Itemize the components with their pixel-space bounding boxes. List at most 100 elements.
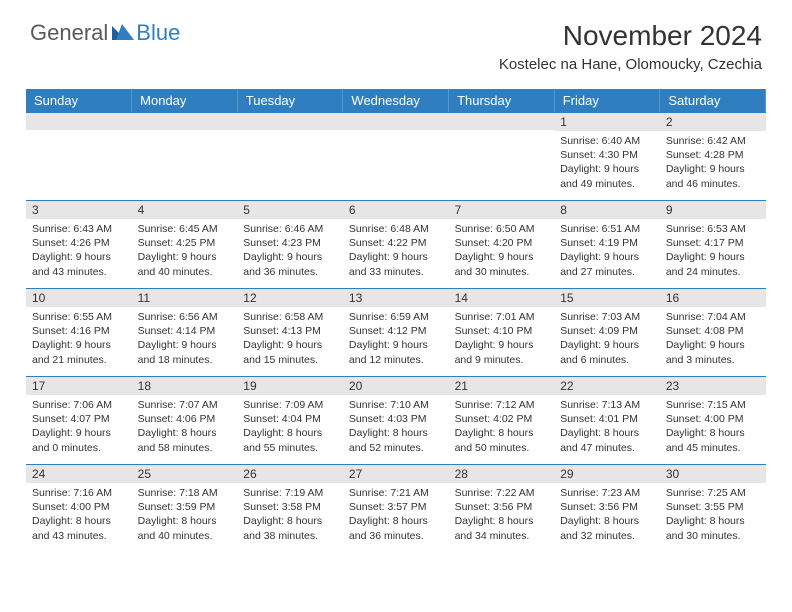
- calendar-day-cell: 28Sunrise: 7:22 AMSunset: 3:56 PMDayligh…: [449, 464, 555, 552]
- daylight-text: Daylight: 9 hours and 21 minutes.: [32, 338, 126, 366]
- day-detail: Sunrise: 6:58 AMSunset: 4:13 PMDaylight:…: [237, 307, 343, 371]
- daylight-text: Daylight: 9 hours and 46 minutes.: [666, 162, 760, 190]
- sunrise-text: Sunrise: 7:22 AM: [455, 486, 549, 500]
- sunset-text: Sunset: 3:56 PM: [560, 500, 654, 514]
- calendar-day-cell: 24Sunrise: 7:16 AMSunset: 4:00 PMDayligh…: [26, 464, 132, 552]
- sunrise-text: Sunrise: 6:48 AM: [349, 222, 443, 236]
- sunset-text: Sunset: 4:07 PM: [32, 412, 126, 426]
- sunset-text: Sunset: 3:57 PM: [349, 500, 443, 514]
- sunrise-text: Sunrise: 7:09 AM: [243, 398, 337, 412]
- day-detail: Sunrise: 7:03 AMSunset: 4:09 PMDaylight:…: [554, 307, 660, 371]
- calendar-day-cell: [237, 112, 343, 200]
- daylight-text: Daylight: 8 hours and 38 minutes.: [243, 514, 337, 542]
- day-number: 27: [343, 464, 449, 483]
- brand-logo: General Blue: [30, 20, 180, 46]
- day-number: 4: [132, 200, 238, 219]
- sunrise-text: Sunrise: 7:23 AM: [560, 486, 654, 500]
- calendar-day-cell: 2Sunrise: 6:42 AMSunset: 4:28 PMDaylight…: [660, 112, 766, 200]
- calendar-day-cell: 26Sunrise: 7:19 AMSunset: 3:58 PMDayligh…: [237, 464, 343, 552]
- sunset-text: Sunset: 4:10 PM: [455, 324, 549, 338]
- day-header: Saturday: [660, 89, 766, 112]
- calendar-day-cell: 11Sunrise: 6:56 AMSunset: 4:14 PMDayligh…: [132, 288, 238, 376]
- sunset-text: Sunset: 4:08 PM: [666, 324, 760, 338]
- day-number: 26: [237, 464, 343, 483]
- sunrise-text: Sunrise: 7:10 AM: [349, 398, 443, 412]
- calendar-day-cell: 30Sunrise: 7:25 AMSunset: 3:55 PMDayligh…: [660, 464, 766, 552]
- month-title: November 2024: [499, 20, 762, 52]
- daylight-text: Daylight: 8 hours and 55 minutes.: [243, 426, 337, 454]
- calendar-day-cell: 3Sunrise: 6:43 AMSunset: 4:26 PMDaylight…: [26, 200, 132, 288]
- day-detail: Sunrise: 6:45 AMSunset: 4:25 PMDaylight:…: [132, 219, 238, 283]
- daylight-text: Daylight: 8 hours and 47 minutes.: [560, 426, 654, 454]
- day-number: 5: [237, 200, 343, 219]
- daylight-text: Daylight: 8 hours and 30 minutes.: [666, 514, 760, 542]
- day-number: 20: [343, 376, 449, 395]
- day-number: 13: [343, 288, 449, 307]
- day-number: 3: [26, 200, 132, 219]
- day-detail: Sunrise: 6:42 AMSunset: 4:28 PMDaylight:…: [660, 131, 766, 195]
- sunset-text: Sunset: 4:02 PM: [455, 412, 549, 426]
- sunset-text: Sunset: 3:55 PM: [666, 500, 760, 514]
- day-number: 24: [26, 464, 132, 483]
- daylight-text: Daylight: 9 hours and 24 minutes.: [666, 250, 760, 278]
- day-header: Sunday: [26, 89, 132, 112]
- day-detail: Sunrise: 7:10 AMSunset: 4:03 PMDaylight:…: [343, 395, 449, 459]
- day-detail: Sunrise: 6:59 AMSunset: 4:12 PMDaylight:…: [343, 307, 449, 371]
- day-detail: Sunrise: 6:46 AMSunset: 4:23 PMDaylight:…: [237, 219, 343, 283]
- day-number: 14: [449, 288, 555, 307]
- sunset-text: Sunset: 4:20 PM: [455, 236, 549, 250]
- daylight-text: Daylight: 8 hours and 58 minutes.: [138, 426, 232, 454]
- day-header-row: Sunday Monday Tuesday Wednesday Thursday…: [26, 89, 766, 112]
- daylight-text: Daylight: 8 hours and 50 minutes.: [455, 426, 549, 454]
- day-header: Wednesday: [343, 89, 449, 112]
- daylight-text: Daylight: 8 hours and 36 minutes.: [349, 514, 443, 542]
- day-detail: Sunrise: 7:22 AMSunset: 3:56 PMDaylight:…: [449, 483, 555, 547]
- calendar-day-cell: 16Sunrise: 7:04 AMSunset: 4:08 PMDayligh…: [660, 288, 766, 376]
- day-detail: Sunrise: 7:21 AMSunset: 3:57 PMDaylight:…: [343, 483, 449, 547]
- daylight-text: Daylight: 8 hours and 43 minutes.: [32, 514, 126, 542]
- calendar-day-cell: 13Sunrise: 6:59 AMSunset: 4:12 PMDayligh…: [343, 288, 449, 376]
- day-header: Thursday: [449, 89, 555, 112]
- sunset-text: Sunset: 4:03 PM: [349, 412, 443, 426]
- day-number: [343, 112, 449, 130]
- day-number: 16: [660, 288, 766, 307]
- sunrise-text: Sunrise: 6:40 AM: [560, 134, 654, 148]
- day-number: 25: [132, 464, 238, 483]
- calendar-day-cell: [132, 112, 238, 200]
- sunset-text: Sunset: 4:23 PM: [243, 236, 337, 250]
- logo-text-general: General: [30, 20, 108, 46]
- sunrise-text: Sunrise: 6:58 AM: [243, 310, 337, 324]
- sunset-text: Sunset: 4:13 PM: [243, 324, 337, 338]
- calendar-day-cell: 22Sunrise: 7:13 AMSunset: 4:01 PMDayligh…: [554, 376, 660, 464]
- day-number: 29: [554, 464, 660, 483]
- day-number: 17: [26, 376, 132, 395]
- day-number: 8: [554, 200, 660, 219]
- calendar-day-cell: 25Sunrise: 7:18 AMSunset: 3:59 PMDayligh…: [132, 464, 238, 552]
- sunset-text: Sunset: 4:30 PM: [560, 148, 654, 162]
- sunrise-text: Sunrise: 6:59 AM: [349, 310, 443, 324]
- calendar-day-cell: 9Sunrise: 6:53 AMSunset: 4:17 PMDaylight…: [660, 200, 766, 288]
- sunrise-text: Sunrise: 7:25 AM: [666, 486, 760, 500]
- sunset-text: Sunset: 4:16 PM: [32, 324, 126, 338]
- calendar-day-cell: 10 Sunrise: 6:55 AMSunset: 4:16 PMDayligh…: [26, 288, 132, 376]
- day-number: [449, 112, 555, 130]
- sunset-text: Sunset: 4:09 PM: [560, 324, 654, 338]
- sunset-text: Sunset: 4:17 PM: [666, 236, 760, 250]
- daylight-text: Daylight: 9 hours and 6 minutes.: [560, 338, 654, 366]
- calendar-day-cell: [449, 112, 555, 200]
- sunrise-text: Sunrise: 6:55 AM: [32, 310, 126, 324]
- sunset-text: Sunset: 4:06 PM: [138, 412, 232, 426]
- daylight-text: Daylight: 9 hours and 43 minutes.: [32, 250, 126, 278]
- logo-text-blue: Blue: [136, 20, 180, 46]
- sunrise-text: Sunrise: 7:18 AM: [138, 486, 232, 500]
- calendar-day-cell: 17Sunrise: 7:06 AMSunset: 4:07 PMDayligh…: [26, 376, 132, 464]
- calendar-day-cell: 7Sunrise: 6:50 AMSunset: 4:20 PMDaylight…: [449, 200, 555, 288]
- title-block: November 2024 Kostelec na Hane, Olomouck…: [499, 20, 762, 73]
- calendar-day-cell: 15Sunrise: 7:03 AMSunset: 4:09 PMDayligh…: [554, 288, 660, 376]
- sunset-text: Sunset: 4:22 PM: [349, 236, 443, 250]
- day-number: 6: [343, 200, 449, 219]
- daylight-text: Daylight: 9 hours and 36 minutes.: [243, 250, 337, 278]
- day-number: 10: [26, 288, 132, 307]
- daylight-text: Daylight: 9 hours and 0 minutes.: [32, 426, 126, 454]
- calendar-day-cell: 21Sunrise: 7:12 AMSunset: 4:02 PMDayligh…: [449, 376, 555, 464]
